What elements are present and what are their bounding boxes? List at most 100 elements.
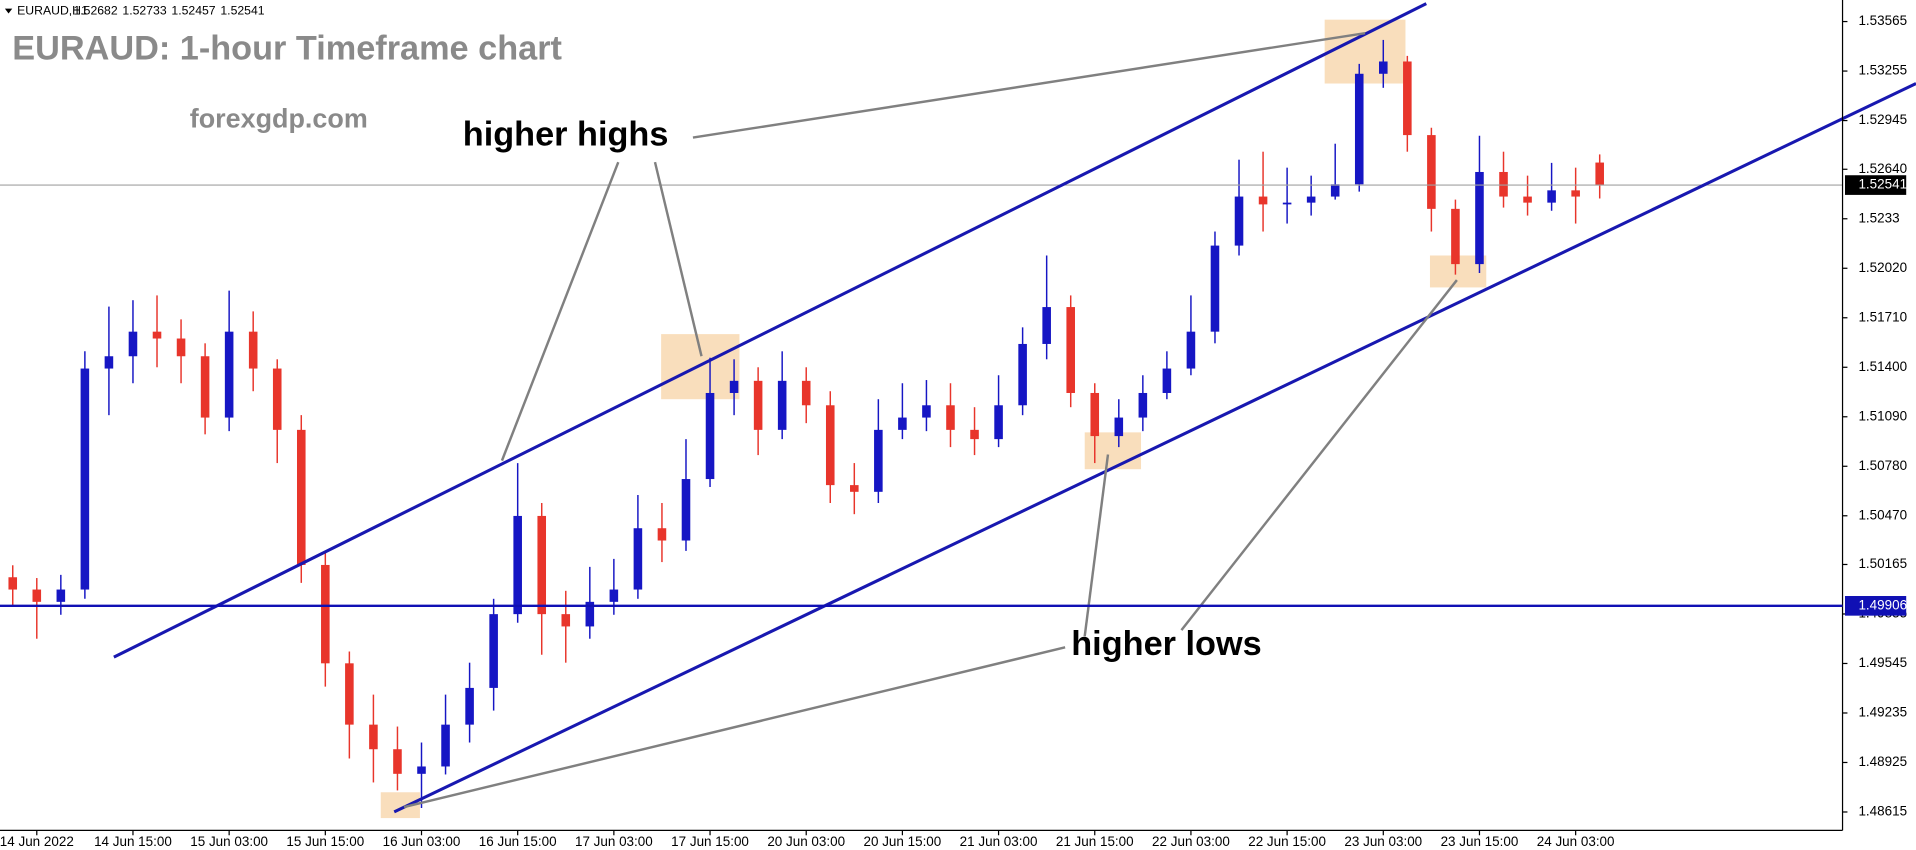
candle-body [1451,208,1460,265]
highlight-box [1084,432,1142,470]
upper-trendline [113,2,1427,659]
pointer-line [403,646,1066,809]
candle-body [80,368,90,590]
candles [0,39,1843,808]
candle-body [248,331,258,369]
pointer-line [500,161,620,462]
pointer-line [692,31,1366,139]
annotation: higher highs [463,115,669,153]
candle-body [200,356,210,418]
x-tick-label: 14 Jun 2022 [0,834,74,849]
y-tick-label: 1.51400 [1858,359,1907,374]
candle-body [1427,135,1436,209]
candle-body [633,528,643,590]
current-price-label: 1.52541 [1858,177,1907,192]
candle-body [681,479,691,541]
x-tick-label: 15 Jun 03:00 [190,834,268,849]
candle-body [585,601,595,627]
y-tick-label: 1.49545 [1858,655,1907,670]
horizontal-line-box [1844,596,1907,616]
candle-body [777,380,787,430]
candle-body [1523,196,1532,203]
candle-body [1042,307,1051,344]
header-icon [4,8,13,14]
candle-body [1306,196,1316,203]
candle-body [1330,184,1340,197]
candle-body [1282,202,1292,205]
candle-body [176,338,186,357]
candle-body [657,528,667,541]
candle-body [946,405,955,430]
candle-body [537,515,547,615]
header: EURAUD,H1 1.52682 1.52733 1.52457 1.5254… [4,3,265,17]
pointer-line [653,161,703,357]
x-tick-label: 22 Jun 03:00 [1152,834,1230,849]
candle-body [128,331,138,357]
candle-body [1186,331,1196,369]
header-symbol: EURAUD,H1 [17,3,88,17]
candle-body [1547,190,1556,203]
x-tick-label: 20 Jun 03:00 [767,834,845,849]
candle-body [345,663,354,725]
candle-body [321,564,330,664]
candle-body [1210,245,1220,332]
pointer-line [1180,279,1458,631]
candle-body [56,589,66,602]
candle-body [1138,392,1148,418]
candle-body [874,429,883,492]
y-tick-label: 1.53255 [1858,63,1907,78]
candle-body [32,589,42,602]
x-tick-label: 24 Jun 03:00 [1537,834,1615,849]
y-tick-label: 1.50165 [1858,556,1907,571]
candle-body [465,687,474,725]
channel [113,2,1916,814]
candle-body [609,589,619,602]
candle-body [369,724,378,750]
y-tick-label: 1.51090 [1858,408,1907,423]
candle-body [104,356,114,369]
x-tick-label: 22 Jun 15:00 [1248,834,1326,849]
header-low: 1.52457 [171,3,215,17]
x-tick-label: 15 Jun 15:00 [286,834,364,849]
candle-body [272,368,282,430]
x-tick-label: 21 Jun 03:00 [960,834,1038,849]
x-tick-label: 17 Jun 15:00 [671,834,749,849]
x-tick-label: 16 Jun 15:00 [479,834,557,849]
x-tick-label: 17 Jun 03:00 [575,834,653,849]
y-tick-label: 1.48615 [1858,804,1907,819]
x-tick-label: 21 Jun 15:00 [1056,834,1134,849]
candle-body [801,380,811,406]
candle-body [1234,196,1244,246]
y-tick-label: 1.52945 [1858,112,1907,127]
x-tick-label: 16 Jun 03:00 [383,834,461,849]
current-price-box [1844,175,1907,195]
candle-body [1379,61,1388,74]
chart-title: EURAUD: 1-hour Timeframe chart [12,29,562,67]
y-tick-label: 1.53565 [1858,13,1907,28]
candle-body [729,380,739,393]
candle-body [1258,196,1268,205]
y-tick-label: 1.52020 [1858,260,1907,275]
annotation: higher lows [1071,625,1261,663]
candle-body [224,331,234,418]
candle-body [1114,417,1124,437]
candle-body [898,417,907,430]
y-tick-label: 1.48925 [1858,754,1907,769]
candle-body [994,405,1003,440]
candle-body [1403,61,1412,136]
candle-body [296,429,306,565]
x-tick-label: 23 Jun 03:00 [1344,834,1422,849]
y-tick-label: 1.49235 [1858,705,1907,720]
candle-body [922,405,931,418]
candle-body [1499,171,1508,197]
y-tick-label: 1.51710 [1858,309,1907,324]
candle-body [1571,190,1580,197]
header-open: 1.52682 [73,3,117,17]
candle-body [1090,392,1100,437]
candle-body [850,485,859,492]
x-tick-label: 14 Jun 15:00 [94,834,172,849]
pointer-line [1083,454,1110,637]
horizontal-line-label: 1.49906 [1858,597,1907,612]
